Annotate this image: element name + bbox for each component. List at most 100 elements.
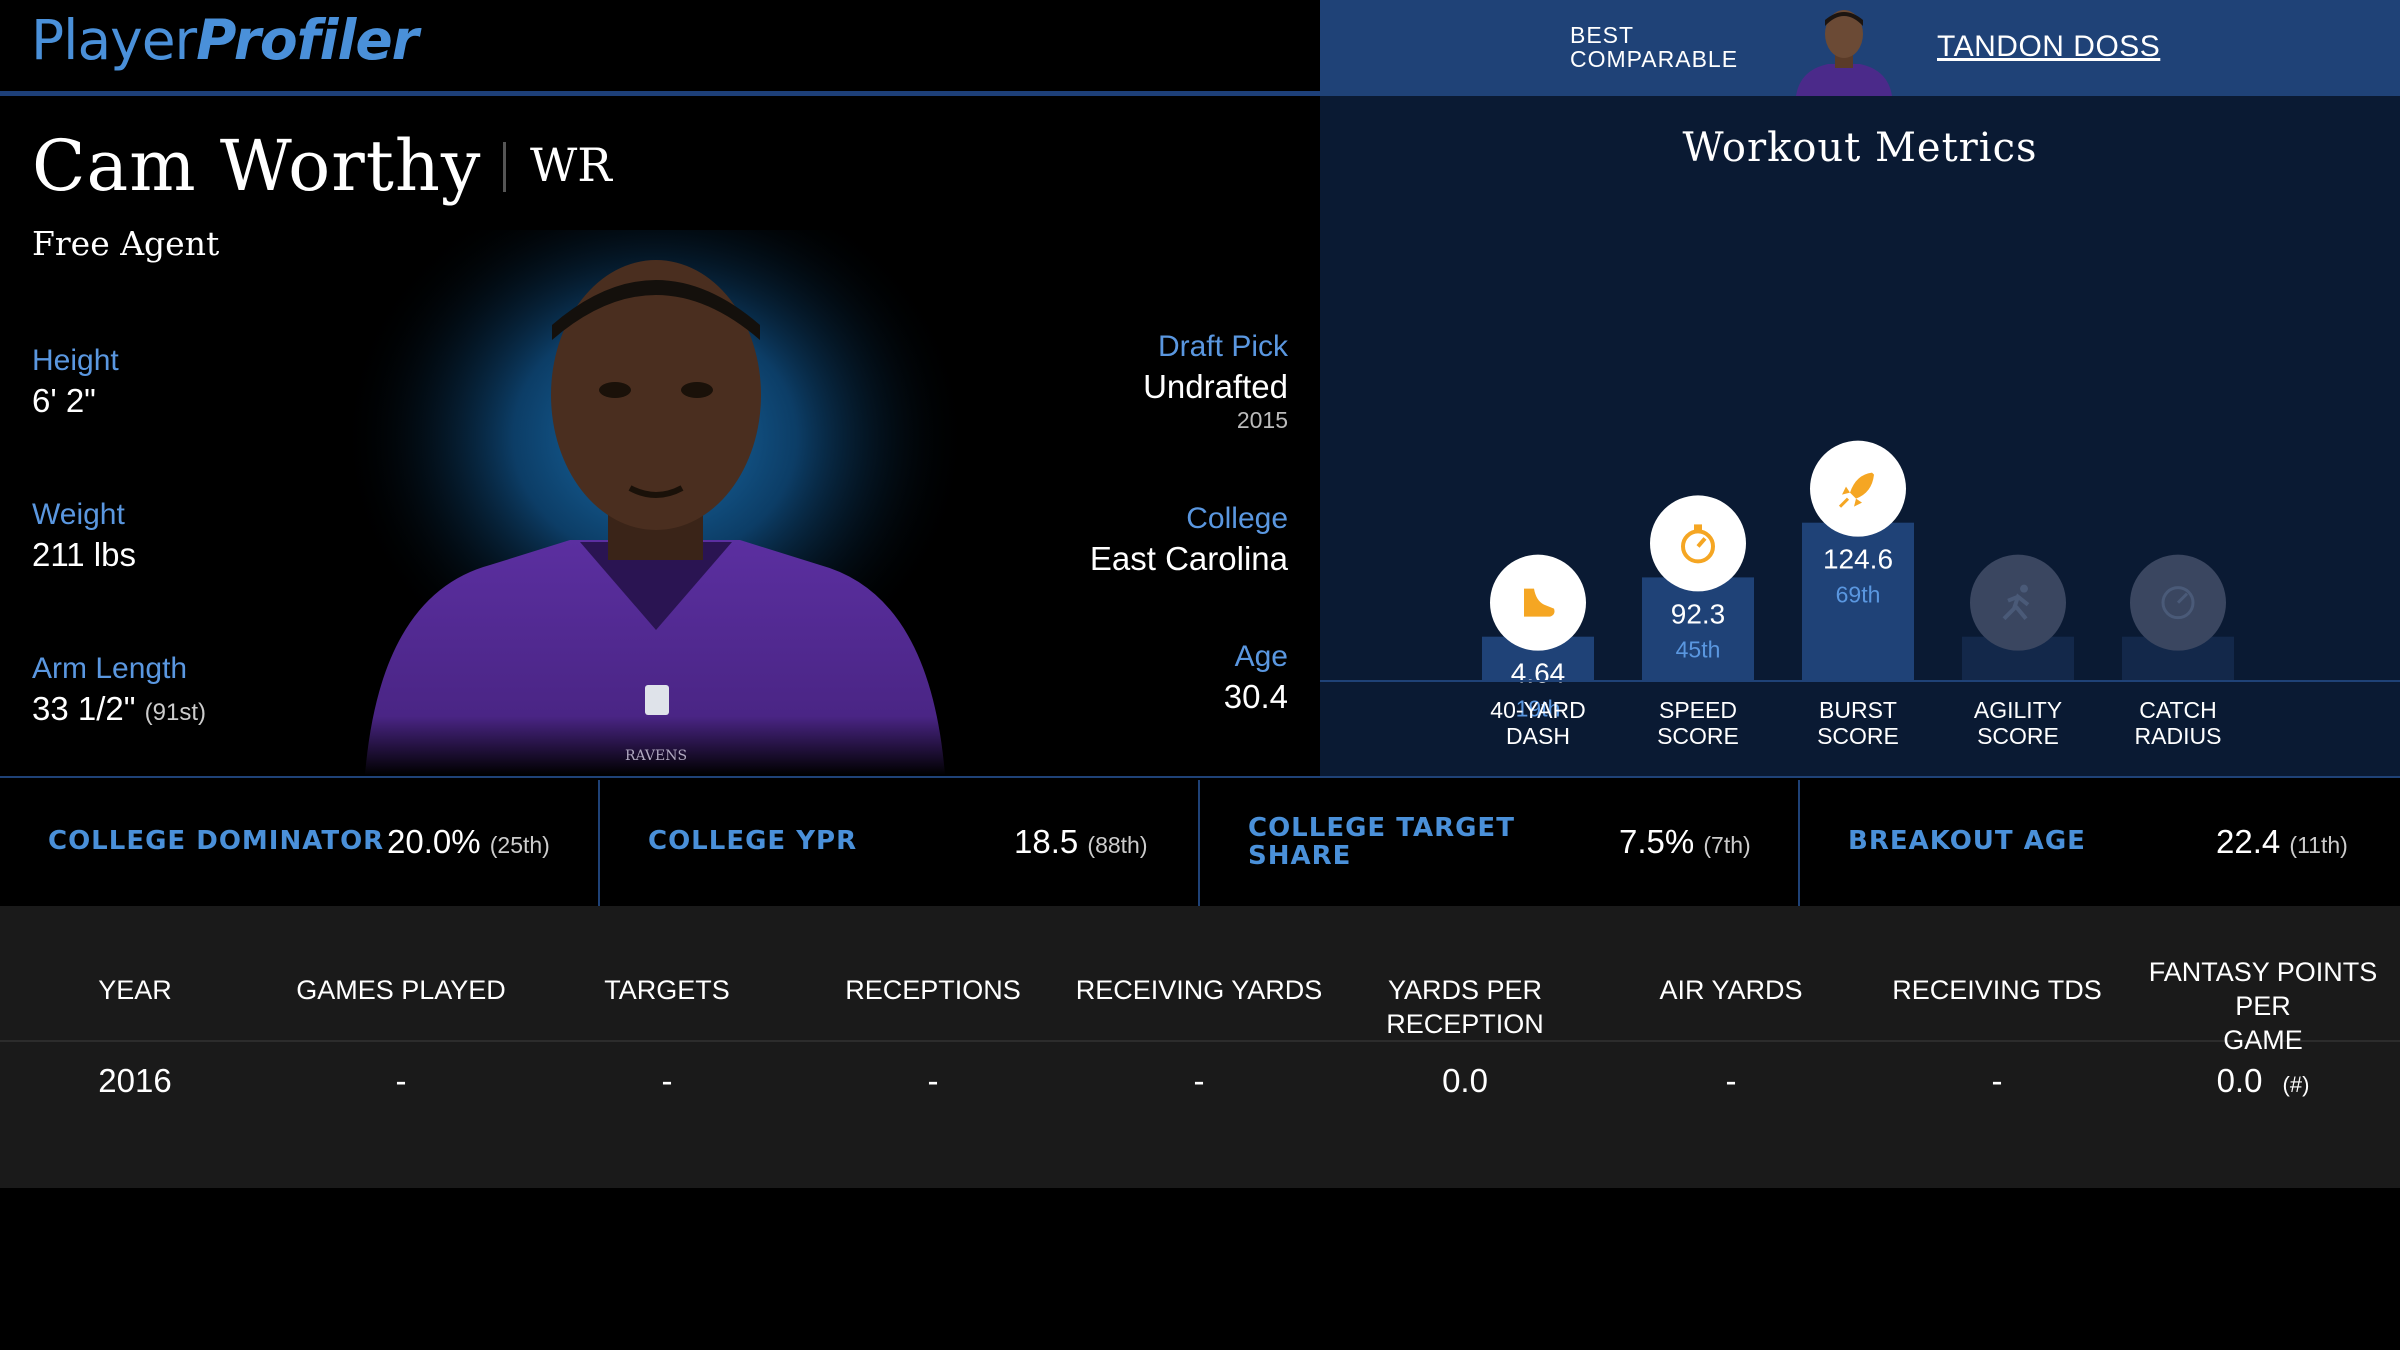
workout-value: 4.64: [1511, 658, 1566, 689]
arm-length-label: Arm Length: [32, 652, 188, 685]
draft-pick-value: Undrafted: [1143, 368, 1288, 405]
college-value: East Carolina: [1089, 540, 1288, 577]
player-photo: RAVENS: [340, 230, 970, 775]
workout-metrics-chart: 4.64 19th 92.3 45th 124.6 69th: [1482, 440, 2234, 722]
name-divider: [503, 142, 506, 192]
workout-label[interactable]: 40-YARD DASH: [1458, 697, 1618, 749]
player-team: Free Agent: [32, 224, 220, 263]
brand-part1: Player: [31, 8, 197, 72]
table-header-text: GAMES PLAYED: [296, 975, 506, 1005]
workout-label-line1: SPEED: [1659, 697, 1737, 723]
season-stats-table: [0, 906, 2400, 1188]
brand-logo[interactable]: PlayerProfiler: [31, 8, 419, 72]
draft-year: 2015: [1236, 407, 1288, 433]
arm-length-rank: (91st): [144, 699, 206, 726]
college-target-share-number: 7.5%: [1619, 823, 1695, 860]
target-icon: [2161, 586, 2195, 620]
workout-label-line2: SCORE: [1657, 723, 1739, 749]
table-header-text: TARGETS: [604, 975, 730, 1005]
table-cell-value: -: [1725, 1062, 1737, 1099]
table-header[interactable]: RECEIVING YARDS: [1066, 973, 1332, 1007]
comparable-player-link[interactable]: TANDON DOSS: [1937, 30, 2161, 63]
college-ypr-rank: (88th): [1087, 832, 1148, 858]
table-row-note: (#): [2276, 1072, 2310, 1097]
weight-value: 211 lbs: [32, 536, 136, 573]
college-label: College: [1186, 502, 1288, 535]
header-divider: [0, 91, 1320, 96]
player-name: Cam Worthy: [32, 125, 482, 207]
workout-label-line1: AGILITY: [1973, 697, 2063, 723]
college-ypr-value: 18.5 (88th): [1014, 823, 1148, 861]
table-cell: -: [1864, 1062, 2130, 1100]
workout-label[interactable]: CATCH RADIUS: [2098, 697, 2258, 749]
table-header-text: YARDS PER RECEPTION: [1386, 975, 1544, 1039]
table-cell: -: [800, 1062, 1066, 1100]
college-target-share-value: 7.5% (7th): [1619, 823, 1751, 861]
workout-label-line2: SCORE: [1817, 723, 1899, 749]
player-position: WR: [530, 138, 612, 192]
table-header-text: RECEIVING YARDS: [1075, 975, 1323, 1005]
table-header[interactable]: YARDS PER RECEPTION: [1332, 973, 1598, 1041]
table-cell-value: 2016: [98, 1062, 172, 1099]
stat-divider: [1798, 780, 1800, 906]
breakout-age-number: 22.4: [2216, 823, 2281, 860]
arm-length-value: 33 1/2" (91st): [32, 690, 206, 728]
table-cell: -: [534, 1062, 800, 1100]
breakout-age-label[interactable]: BREAKOUT AGE: [1848, 826, 2086, 856]
table-header[interactable]: YEAR: [2, 973, 268, 1007]
table-header[interactable]: AIR YARDS: [1598, 973, 1864, 1007]
arm-length-number: 33 1/2": [32, 690, 136, 727]
draft-pick-label: Draft Pick: [1157, 330, 1288, 363]
workout-label-line2: SCORE: [1977, 723, 2059, 749]
table-cell-value: -: [927, 1062, 939, 1099]
college-target-share-label-line2: SHARE: [1248, 841, 1352, 871]
table-header-text: YEAR: [98, 975, 172, 1005]
workout-label[interactable]: SPEED SCORE: [1618, 697, 1778, 749]
college-stats-row: [0, 776, 2400, 908]
workout-value: 124.6: [1823, 544, 1893, 575]
breakout-age-value: 22.4 (11th): [2216, 823, 2348, 861]
workout-rank: 69th: [1836, 582, 1881, 608]
college-target-share-label[interactable]: COLLEGE TARGET SHARE: [1248, 814, 1515, 870]
breakout-age-rank: (11th): [2289, 832, 2348, 858]
table-cell: -: [1066, 1062, 1332, 1100]
age-value: 30.4: [1223, 678, 1288, 715]
table-header[interactable]: GAMES PLAYED: [268, 973, 534, 1007]
table-header[interactable]: RECEIVING TDS: [1864, 973, 2130, 1007]
workout-metrics-title: Workout Metrics: [1682, 125, 2038, 171]
runner-icon: [2002, 584, 2030, 621]
stat-divider: [1198, 780, 1200, 906]
table-cell: -: [268, 1062, 534, 1100]
comparable-avatar[interactable]: [1788, 4, 1900, 96]
comparable-label-line1: BEST: [1570, 22, 1635, 48]
table-cell: 0.0 (#): [2130, 1062, 2396, 1100]
college-dominator-label[interactable]: COLLEGE DOMINATOR: [48, 826, 385, 856]
stopwatch-icon: [1681, 524, 1715, 564]
table-header-divider: [0, 1040, 2400, 1042]
jersey-text: RAVENS: [625, 748, 687, 764]
table-header[interactable]: TARGETS: [534, 973, 800, 1007]
table-header[interactable]: RECEPTIONS: [800, 973, 1066, 1007]
workout-label-line2: DASH: [1506, 723, 1570, 749]
table-cell-value: -: [1991, 1062, 2003, 1099]
workout-label[interactable]: AGILITY SCORE: [1938, 697, 2098, 749]
table-header-text: AIR YARDS: [1659, 975, 1803, 1005]
workout-label[interactable]: BURST SCORE: [1778, 697, 1938, 749]
workout-axis-line: [1320, 680, 2400, 682]
table-header-text: GAME: [2223, 1025, 2303, 1055]
college-target-share-rank: (7th): [1703, 832, 1751, 858]
height-label: Height: [32, 344, 119, 377]
age-label: Age: [1234, 640, 1288, 673]
college-dominator-rank: (25th): [489, 832, 550, 858]
table-header[interactable]: FANTASY POINTS PER GAME: [2130, 955, 2396, 1057]
rocket-icon: [1838, 472, 1874, 508]
stat-divider: [598, 780, 600, 906]
workout-bar: [1802, 522, 1914, 680]
shoe-icon: [1524, 588, 1555, 617]
table-cell: 0.0: [1332, 1062, 1598, 1100]
table-cell: -: [1598, 1062, 1864, 1100]
table-header-text: RECEPTIONS: [845, 975, 1021, 1005]
college-ypr-label[interactable]: COLLEGE YPR: [648, 826, 858, 856]
college-target-share-label-line1: COLLEGE TARGET: [1248, 813, 1515, 843]
table-cell-value: 0.0: [1442, 1062, 1488, 1099]
